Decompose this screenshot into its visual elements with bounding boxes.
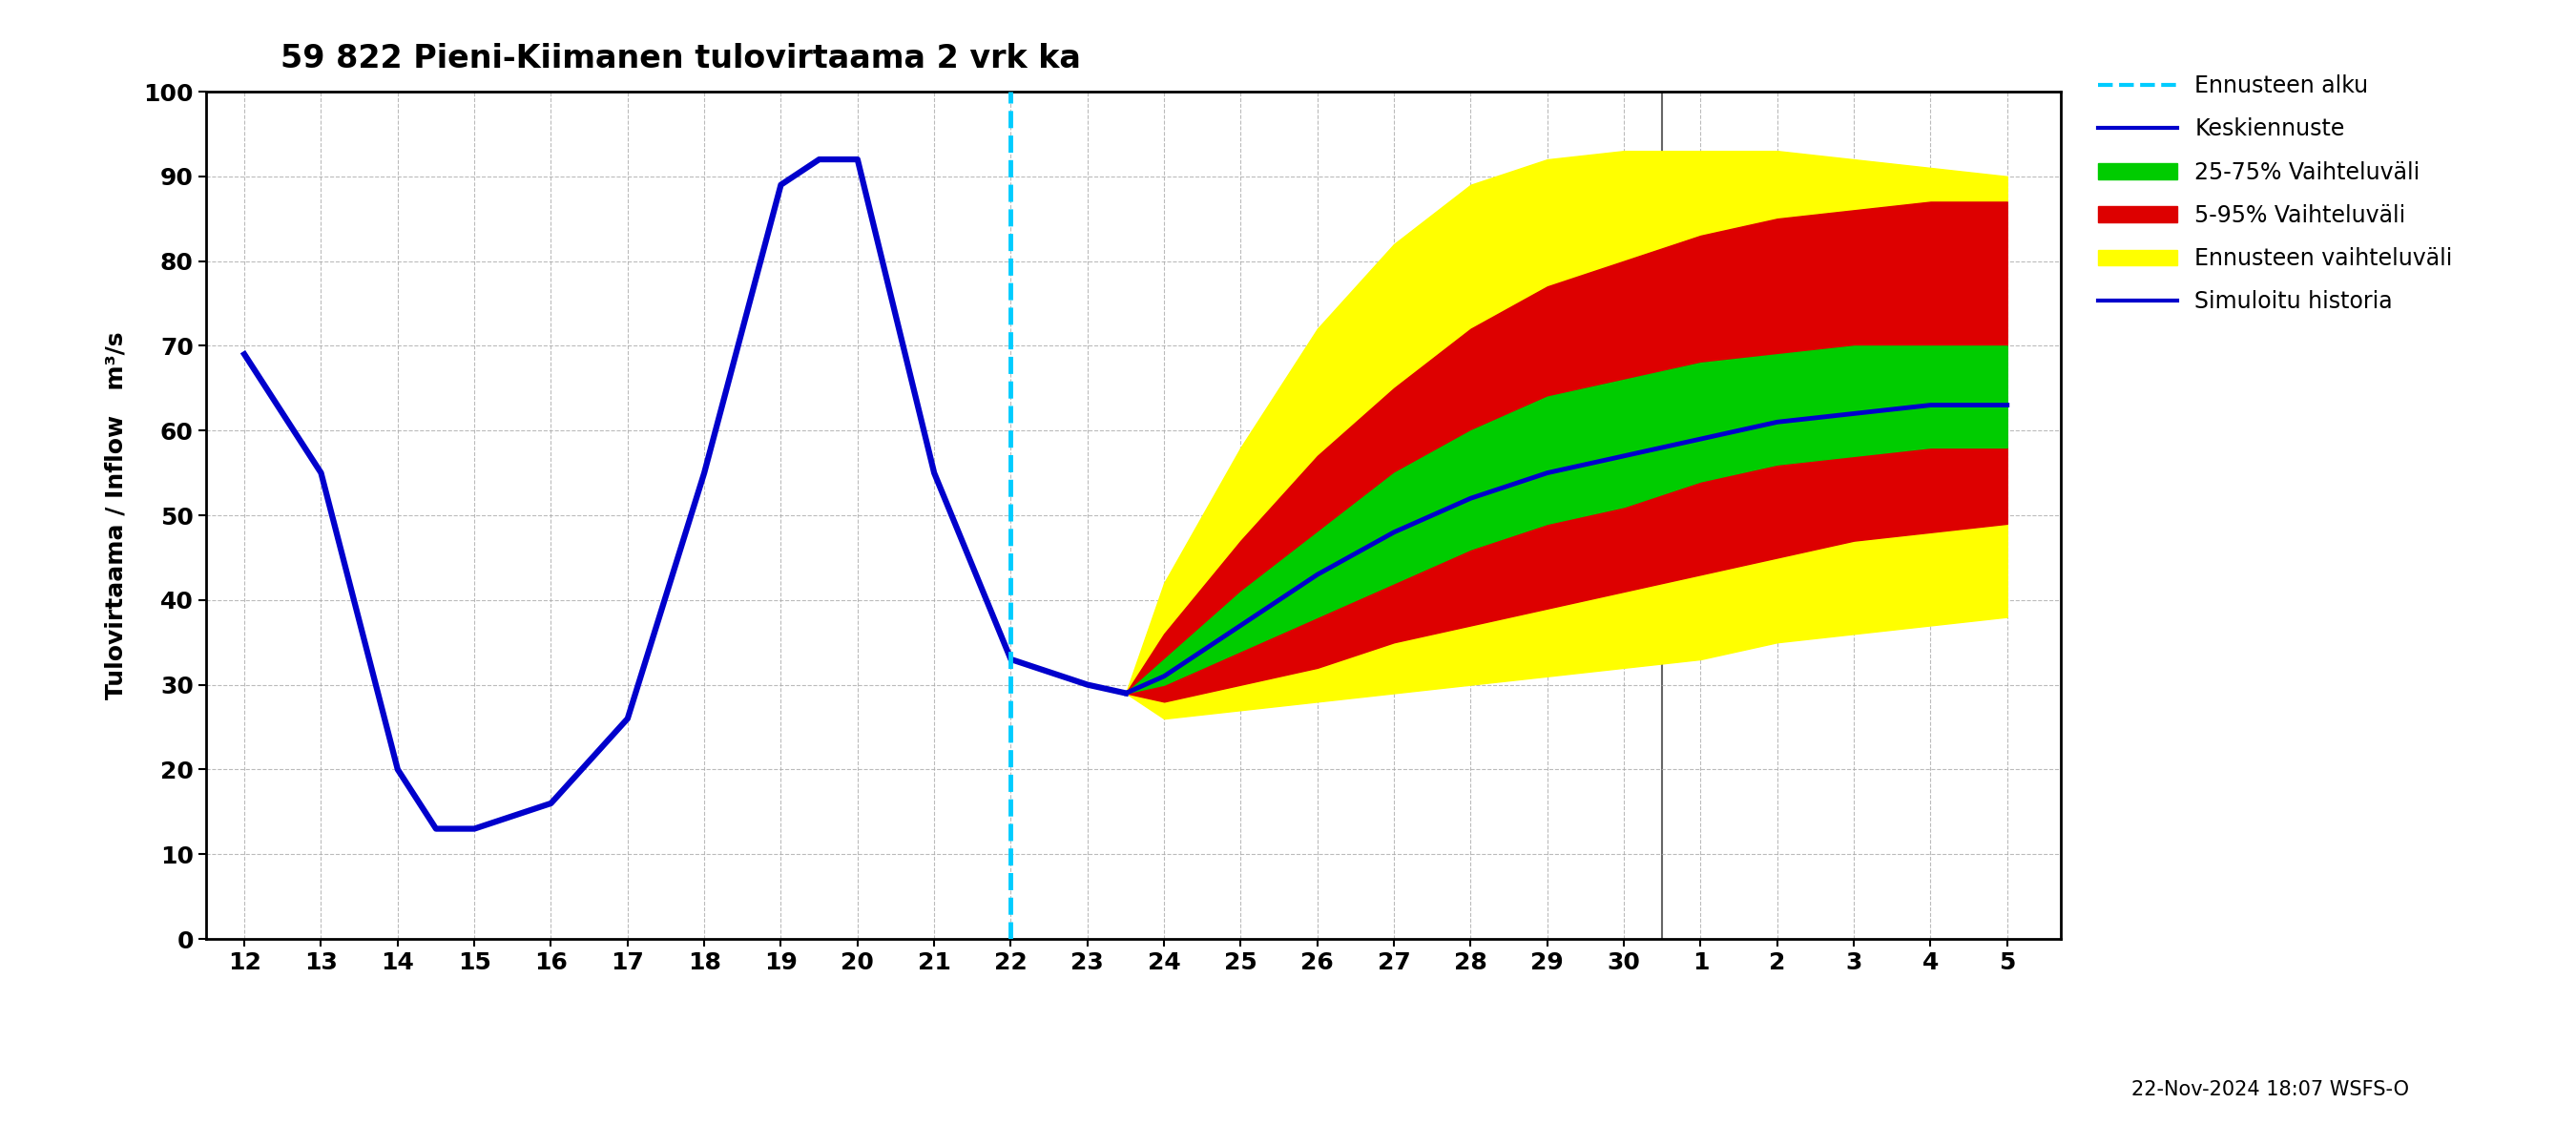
Text: 59 822 Pieni-Kiimanen tulovirtaama 2 vrk ka: 59 822 Pieni-Kiimanen tulovirtaama 2 vrk…: [281, 42, 1079, 74]
Y-axis label: Tulovirtaama / Inflow   m³/s: Tulovirtaama / Inflow m³/s: [106, 331, 126, 700]
Legend: Ennusteen alku, Keskiennuste, 25-75% Vaihteluväli, 5-95% Vaihteluväli, Ennusteen: Ennusteen alku, Keskiennuste, 25-75% Vai…: [2097, 74, 2452, 314]
Text: 22-Nov-2024 18:07 WSFS-O: 22-Nov-2024 18:07 WSFS-O: [2130, 1080, 2409, 1099]
